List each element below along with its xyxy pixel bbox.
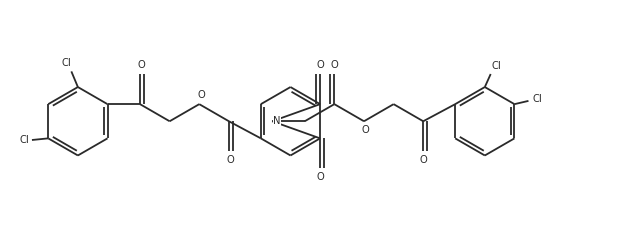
Text: O: O [226, 155, 234, 165]
Text: Cl: Cl [491, 61, 501, 71]
Text: N: N [273, 116, 281, 126]
Text: O: O [362, 125, 369, 135]
Text: O: O [138, 60, 145, 70]
Text: O: O [419, 155, 427, 165]
Text: Cl: Cl [62, 58, 71, 67]
Text: O: O [316, 172, 324, 182]
Text: O: O [197, 90, 205, 100]
Text: Cl: Cl [532, 94, 542, 104]
Text: O: O [316, 60, 324, 70]
Text: Cl: Cl [20, 135, 29, 145]
Text: O: O [330, 60, 338, 70]
